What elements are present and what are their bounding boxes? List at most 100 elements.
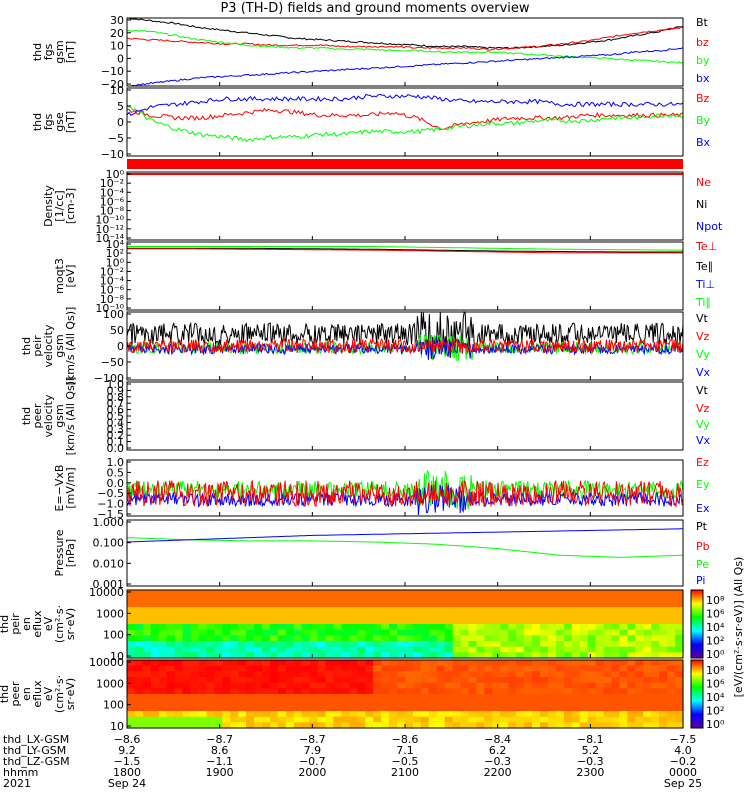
heatmap-cell [134, 601, 144, 608]
heatmap-cell [476, 612, 485, 619]
heatmap-cell [444, 665, 454, 672]
heatmap-cell [230, 646, 239, 653]
heatmap-cell [492, 624, 501, 631]
heatmap-cell [563, 590, 573, 597]
heatmap-cell [635, 618, 644, 625]
heatmap-cell [643, 652, 652, 659]
heatmap-cell [238, 722, 247, 729]
footer-value: 2200 [484, 766, 512, 779]
heatmap-cell [373, 624, 382, 631]
heatmap-cell [301, 590, 311, 597]
heatmap-cell [492, 641, 501, 648]
heatmap-cell [651, 699, 660, 706]
heatmap-cell [587, 688, 597, 695]
heatmap-cell [532, 612, 541, 619]
heatmap-cell [611, 652, 620, 659]
legend-entry-bz: bz [696, 36, 709, 49]
y-tick-label: 1000 [96, 607, 124, 620]
heatmap-cell [333, 590, 342, 597]
heatmap-cell [516, 590, 525, 597]
colorbar-tick-label: 10² [706, 635, 724, 648]
heatmap-cell [397, 699, 406, 706]
heatmap-cell [460, 652, 470, 659]
heatmap-cell [134, 711, 144, 718]
heatmap-cell [301, 629, 311, 636]
heatmap-cell [198, 705, 207, 712]
heatmap-cell [238, 629, 247, 636]
y-axis-label: fgs [42, 43, 55, 60]
y-tick-label: 10⁰ [106, 256, 125, 269]
heatmap-cell [230, 705, 239, 712]
heatmap-cell [659, 612, 668, 619]
heatmap-cell [182, 699, 192, 706]
colorbar-tick-label: 10⁴ [706, 621, 725, 634]
heatmap-cell [127, 607, 136, 614]
heatmap-cell [397, 652, 406, 659]
heatmap-cell [341, 711, 350, 718]
heatmap-cell [357, 590, 366, 597]
heatmap-cell [325, 595, 335, 602]
heatmap-cell [317, 677, 327, 684]
heatmap-cell [238, 711, 247, 718]
heatmap-cell [619, 612, 628, 619]
legend-entry-Vx: Vx [696, 366, 711, 379]
heatmap-cell [603, 641, 613, 648]
heatmap-cell [643, 660, 652, 667]
heatmap-cell [254, 688, 263, 695]
heatmap-cell [484, 641, 493, 648]
heatmap-cell [412, 716, 422, 723]
heatmap-cell [174, 711, 184, 718]
heatmap-cell [381, 705, 390, 712]
heatmap-cell [254, 682, 263, 689]
heatmap-cell [460, 601, 470, 608]
heatmap-cell [595, 711, 605, 718]
legend-entry-Vt: Vt [696, 312, 709, 325]
heatmap-cell [238, 682, 247, 689]
heatmap-cell [285, 660, 295, 667]
series-line-Te∥ [127, 247, 683, 253]
heatmap-cell [325, 601, 335, 608]
heatmap-cell [635, 699, 644, 706]
heatmap-cell [571, 629, 581, 636]
heatmap-cell [246, 646, 255, 653]
y-tick-label: −100 [94, 372, 124, 385]
heatmap-cell [262, 688, 271, 695]
heatmap-cell [373, 641, 382, 648]
heatmap-cell [270, 705, 279, 712]
heatmap-cell [468, 677, 477, 684]
heatmap-cell [659, 595, 668, 602]
heatmap-cell [262, 671, 271, 678]
heatmap-cell [325, 652, 335, 659]
heatmap-cell [484, 660, 493, 667]
y-tick-label: 10 [110, 720, 124, 733]
heatmap-cell [540, 705, 549, 712]
heatmap-cell [182, 612, 192, 619]
heatmap-cell [150, 629, 160, 636]
heatmap-cell [142, 624, 152, 631]
heatmap-cell [571, 722, 581, 729]
heatmap-cell [142, 646, 152, 653]
heatmap-cell [166, 682, 176, 689]
heatmap-cell [333, 629, 342, 636]
heatmap-cell [540, 618, 549, 625]
heatmap-cell [333, 716, 342, 723]
heatmap-cell [619, 705, 628, 712]
heatmap-cell [134, 722, 144, 729]
heatmap-cell [651, 635, 660, 642]
heatmap-cell [627, 688, 636, 695]
heatmap-cell [166, 590, 176, 597]
heatmap-cell [635, 612, 644, 619]
heatmap-cell [373, 607, 382, 614]
heatmap-cell [349, 716, 358, 723]
heatmap-cell [309, 682, 319, 689]
heatmap-cell [516, 607, 525, 614]
separator-band [127, 159, 683, 169]
y-tick-label: 10⁻¹² [95, 223, 124, 236]
heatmap-cell [492, 705, 501, 712]
heatmap-cell [571, 595, 581, 602]
heatmap-cell [548, 665, 557, 672]
heatmap-cell [532, 646, 541, 653]
heatmap-cell [452, 722, 462, 729]
heatmap-cell [317, 590, 327, 597]
heatmap-cell [325, 699, 335, 706]
